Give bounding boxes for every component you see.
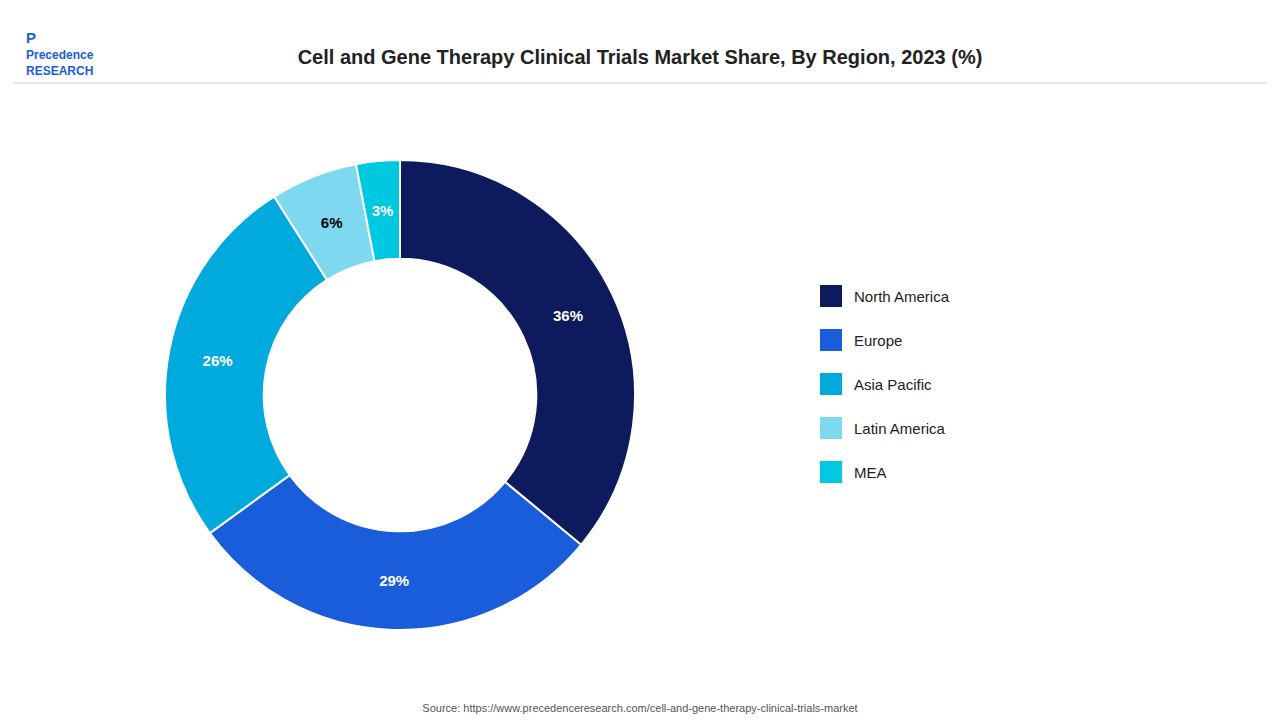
legend-item: Asia Pacific	[820, 373, 932, 395]
legend-swatch	[820, 285, 842, 307]
chart-title: Cell and Gene Therapy Clinical Trials Ma…	[298, 46, 983, 68]
logo-text: RESEARCH	[26, 64, 93, 78]
data-label: 26%	[203, 352, 233, 369]
chart-svg: Cell and Gene Therapy Clinical Trials Ma…	[0, 0, 1280, 720]
legend: North America Europe Asia Pacific Latin Ame…	[820, 285, 950, 483]
logo-text: Precedence	[26, 48, 94, 62]
legend-label: Asia Pacific	[854, 376, 932, 393]
donut-slice	[356, 160, 400, 261]
legend-item: Europe	[820, 329, 902, 351]
donut-slice	[165, 197, 327, 534]
legend-label: Europe	[854, 332, 902, 349]
legend-swatch	[820, 329, 842, 351]
legend-item: MEA	[820, 461, 887, 483]
legend-swatch	[820, 417, 842, 439]
legend-item: Latin America	[820, 417, 946, 439]
data-label: 29%	[379, 572, 409, 589]
data-label: 3%	[372, 202, 394, 219]
data-label: 6%	[321, 214, 343, 231]
donut-slice	[210, 475, 581, 630]
legend-item: North America	[820, 285, 950, 307]
donut-group	[165, 160, 635, 630]
legend-label: North America	[854, 288, 950, 305]
donut-slice	[400, 160, 635, 545]
separator-line	[13, 82, 1267, 83]
legend-swatch	[820, 461, 842, 483]
logo-icon: P	[26, 29, 36, 46]
legend-label: Latin America	[854, 420, 946, 437]
legend-label: MEA	[854, 464, 887, 481]
legend-swatch	[820, 373, 842, 395]
data-label: 36%	[553, 307, 583, 324]
source-text: Source: https://www.precedenceresearch.c…	[422, 702, 857, 714]
data-label-group: 36% 29% 26% 6% 3%	[203, 202, 583, 589]
